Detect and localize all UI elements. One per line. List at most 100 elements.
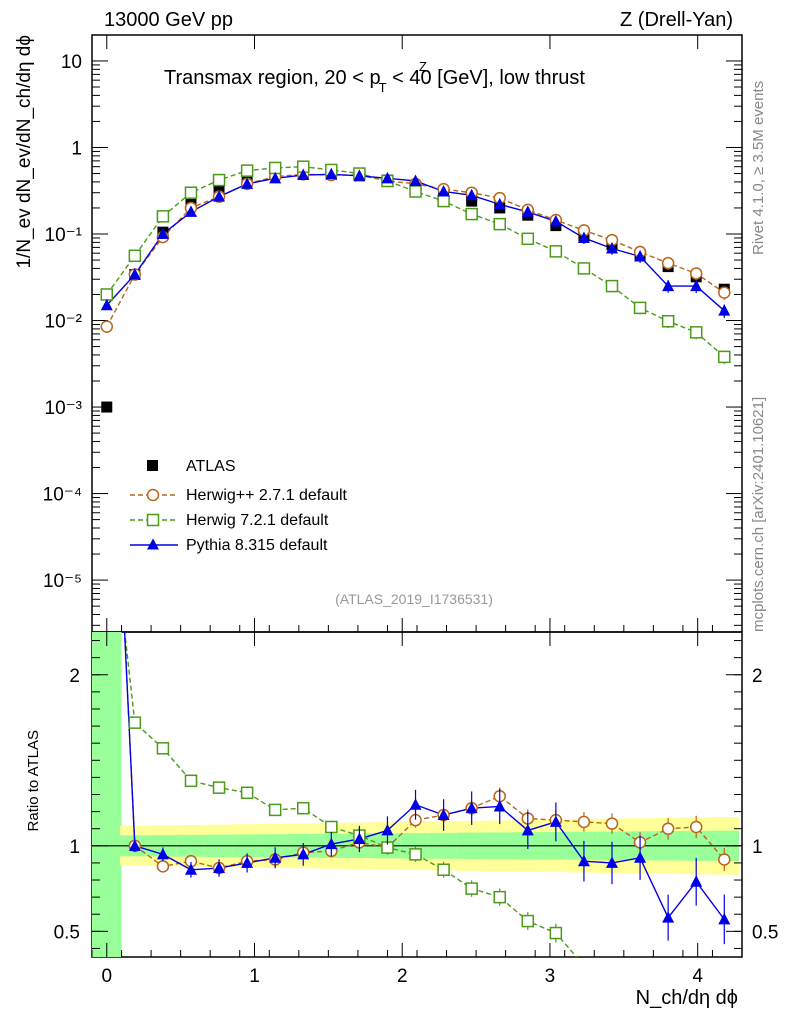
point-2-17 xyxy=(577,262,591,275)
y-tick-label-2: 10⁻¹ xyxy=(45,225,83,246)
point-2-19 xyxy=(633,301,647,315)
ratio-point-2-14 xyxy=(493,890,506,904)
ratio-point-3-14 xyxy=(493,799,506,812)
ratio-point-3-7 xyxy=(297,847,310,860)
ratio-point-3-21 xyxy=(690,875,703,887)
point-3-0 xyxy=(100,298,113,311)
point-2-4 xyxy=(212,173,226,187)
point-3-4 xyxy=(213,190,226,202)
x-tick-label-1: 1 xyxy=(249,966,260,987)
point-2-14 xyxy=(493,217,506,231)
ratio-point-1-20 xyxy=(661,822,675,835)
point-3-19 xyxy=(634,249,647,262)
ratio-tick-label-right-0: 2 xyxy=(752,666,763,687)
point-2-1 xyxy=(128,249,142,263)
point-2-5 xyxy=(240,164,254,177)
ratio-point-3-15 xyxy=(521,823,534,836)
ratio-series xyxy=(123,632,731,957)
point-3-8 xyxy=(325,167,338,180)
y-tick-label-1: 1 xyxy=(71,138,82,159)
legend: ATLAS Herwig++ 2.7.1 default Herwig 7.2.… xyxy=(130,458,348,554)
mcplots-label: mcplots.cern.ch [arXiv:2401.10621] xyxy=(750,397,767,632)
y-tick-label-4: 10⁻³ xyxy=(45,398,83,419)
ratio-point-3-13 xyxy=(465,801,478,814)
title-subscript: T xyxy=(379,80,387,95)
point-2-22 xyxy=(718,350,731,364)
y-axis-label: 1/N_ev dN_ev/dN_ch/dη dϕ xyxy=(14,35,35,269)
ratio-point-3-10 xyxy=(381,823,394,836)
point-2-2 xyxy=(156,210,170,223)
point-3-3 xyxy=(184,205,197,217)
x-tick-label-4: 4 xyxy=(692,966,703,987)
ratio-point-2-4 xyxy=(212,781,226,794)
legend-pythia-marker xyxy=(147,538,159,550)
point-2-21 xyxy=(689,326,703,339)
point-3-10 xyxy=(381,171,394,184)
ratio-point-2-3 xyxy=(184,774,198,788)
x-tick-label-2: 2 xyxy=(397,966,408,987)
x-tick-label-0: 0 xyxy=(101,966,112,987)
point-3-1 xyxy=(128,268,141,280)
ratio-point-1-18 xyxy=(605,817,619,830)
main-series xyxy=(100,160,731,413)
line-2 xyxy=(106,165,725,358)
title-superscript: Z xyxy=(419,59,427,74)
ratio-point-3-20 xyxy=(662,911,675,923)
point-1-0 xyxy=(100,320,114,333)
point-1-20 xyxy=(661,256,675,270)
point-2-13 xyxy=(465,207,478,221)
y-tick-label-6: 10⁻⁵ xyxy=(43,571,82,592)
point-3-13 xyxy=(465,188,478,201)
ratio-point-3-6 xyxy=(269,851,282,863)
ratio-tick-label-0: 2 xyxy=(69,666,80,687)
ratio-tick-label-right-2: 0.5 xyxy=(752,922,778,943)
point-3-20 xyxy=(662,279,675,292)
ratio-point-2-11 xyxy=(409,848,422,861)
ratio-point-3-4 xyxy=(213,861,226,874)
point-2-3 xyxy=(184,186,198,199)
ratio-point-2-13 xyxy=(465,882,478,895)
point-2-11 xyxy=(409,185,422,198)
x-axis-label: N_ch/dη dϕ xyxy=(636,987,738,1009)
ratio-y-axis-label: Ratio to ATLAS xyxy=(25,730,42,831)
ratio-point-3-8 xyxy=(325,837,338,850)
ratio-line-3 xyxy=(123,632,725,920)
point-3-14 xyxy=(493,197,506,210)
point-2-0 xyxy=(100,288,114,301)
point-3-12 xyxy=(437,184,450,197)
ratio-line-1 xyxy=(123,632,725,869)
ratio-point-3-2 xyxy=(156,847,169,860)
ratio-point-3-16 xyxy=(549,815,562,827)
ratio-point-2-15 xyxy=(521,914,535,928)
ratio-point-2-16 xyxy=(549,926,563,940)
ratio-point-3-22 xyxy=(718,912,731,925)
point-2-18 xyxy=(605,279,619,293)
ratio-line-2 xyxy=(124,632,578,957)
ratio-tick-label-2: 0.5 xyxy=(54,922,80,943)
header-right: Z (Drell-Yan) xyxy=(620,9,733,31)
point-3-21 xyxy=(690,279,703,292)
point-3-2 xyxy=(156,227,169,239)
ratio-point-2-1 xyxy=(128,716,142,729)
point-3-16 xyxy=(549,214,562,227)
ratio-point-3-5 xyxy=(241,856,254,868)
point-3-7 xyxy=(297,168,310,181)
point-3-11 xyxy=(409,174,422,186)
ratio-point-3-12 xyxy=(437,808,450,821)
ratio-point-1-21 xyxy=(689,820,703,834)
point-3-17 xyxy=(577,231,590,243)
ratio-point-2-8 xyxy=(325,820,338,834)
legend-pythia: Pythia 8.315 default xyxy=(186,537,328,554)
ratio-point-3-1 xyxy=(128,839,141,851)
ratio-point-2-2 xyxy=(156,742,170,755)
ratio-uncertainty-bands xyxy=(92,632,742,957)
ratio-plot-frame xyxy=(91,631,743,958)
ratio-point-2-6 xyxy=(268,803,282,817)
rivet-label: Rivet 4.1.0, ≥ 3.5M events xyxy=(750,81,767,255)
y-tick-label-5: 10⁻⁴ xyxy=(43,485,82,506)
y-tick-label-3: 10⁻² xyxy=(45,312,83,333)
ratio-point-2-7 xyxy=(297,801,310,815)
point-3-15 xyxy=(521,205,534,217)
legend-herwig7: Herwig 7.2.1 default xyxy=(186,512,329,529)
